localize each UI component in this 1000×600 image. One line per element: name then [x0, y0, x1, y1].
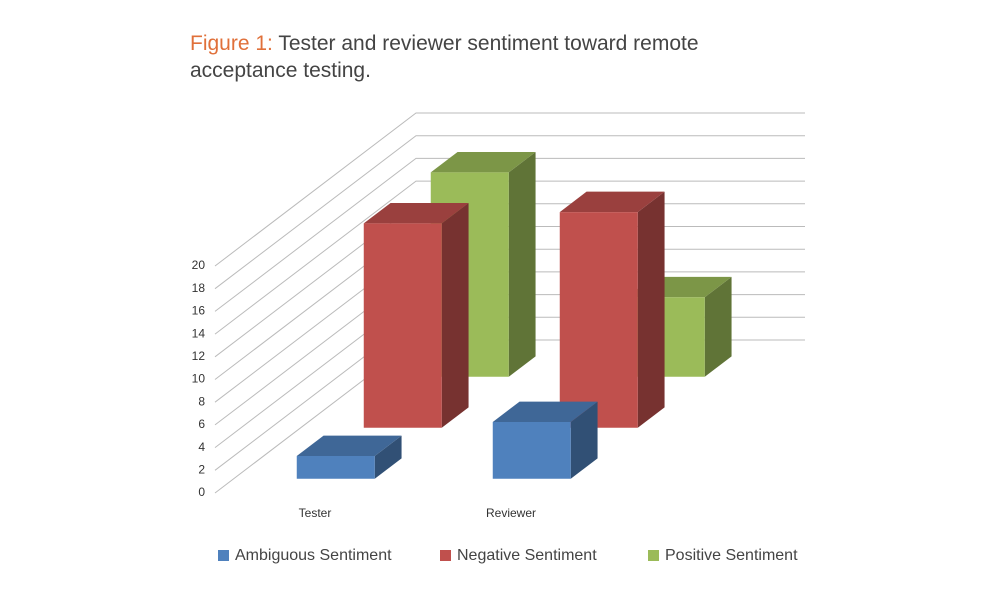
- x-tick-label: Reviewer: [486, 506, 536, 520]
- y-tick-label: 8: [198, 394, 205, 408]
- bar: [492, 401, 598, 479]
- y-tick-label: 0: [198, 485, 205, 499]
- y-tick-label: 18: [192, 281, 206, 295]
- x-tick-label: Tester: [299, 506, 332, 520]
- y-tick-label: 4: [198, 440, 205, 454]
- bar-side: [508, 152, 536, 377]
- bar: [296, 435, 402, 479]
- bar-side: [637, 191, 665, 428]
- grid-line: [214, 135, 805, 290]
- legend-label: Negative Sentiment: [457, 547, 597, 564]
- y-tick-label: 6: [198, 417, 205, 431]
- bar-front: [296, 456, 375, 479]
- bar-top: [492, 401, 598, 422]
- bar-side: [374, 435, 402, 479]
- bar: [559, 191, 665, 428]
- y-tick-label: 12: [192, 349, 206, 363]
- y-tick-label: 16: [192, 304, 206, 318]
- bar-side: [570, 401, 598, 479]
- bar-top: [296, 435, 402, 457]
- figure-label: Figure 1:: [190, 32, 273, 55]
- bar-top: [559, 191, 665, 213]
- grid-line: [214, 157, 805, 312]
- bar-front: [559, 212, 638, 428]
- grid-line: [214, 112, 805, 267]
- bar: [363, 203, 469, 428]
- chart-title: Tester and reviewer sentiment toward rem…: [190, 32, 699, 82]
- bar-top: [430, 152, 536, 173]
- bar-side: [441, 203, 469, 428]
- header: Figure 1: Tester and reviewer sentiment …: [190, 30, 750, 84]
- y-tick-label: 2: [198, 462, 205, 476]
- y-tick-label: 20: [192, 258, 206, 272]
- bar-top: [363, 203, 469, 224]
- legend-swatch: [440, 550, 451, 561]
- y-tick-label: 14: [192, 326, 206, 340]
- bar-side: [704, 276, 732, 377]
- bar-front: [492, 421, 571, 479]
- legend-label: Ambiguous Sentiment: [235, 547, 392, 564]
- legend-swatch: [648, 550, 659, 561]
- grid-line: [214, 180, 805, 335]
- legend-swatch: [218, 550, 229, 561]
- y-tick-label: 10: [192, 372, 206, 386]
- bar-front: [363, 223, 442, 428]
- legend-label: Positive Sentiment: [665, 547, 798, 564]
